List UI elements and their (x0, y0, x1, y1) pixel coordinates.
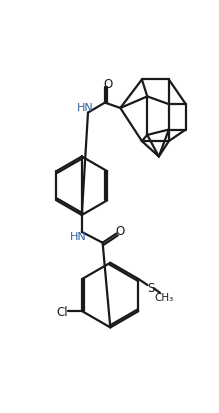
Text: HN: HN (76, 103, 93, 113)
Text: O: O (116, 224, 125, 237)
Text: S: S (148, 281, 155, 294)
Text: O: O (103, 78, 113, 90)
Text: HN: HN (70, 231, 86, 241)
Text: Cl: Cl (57, 305, 68, 318)
Text: CH₃: CH₃ (154, 292, 173, 302)
